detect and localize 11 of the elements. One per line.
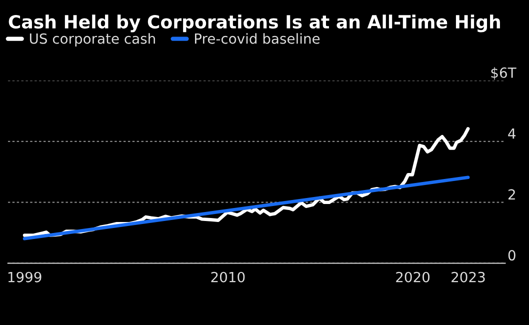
legend-label: US corporate cash [30, 33, 155, 47]
x-tick-label: 2020 [396, 272, 430, 282]
y-tick-label: 2 [508, 189, 515, 200]
x-tick-label: 2023 [452, 272, 485, 282]
y-tick-label: 4 [508, 128, 516, 139]
y-tick-label: 0 [508, 250, 516, 261]
chart-title: Cash Held by Corporations Is at an All-Time High [8, 14, 500, 32]
x-tick-label: 1999 [8, 272, 42, 282]
x-tick-label: 2010 [211, 272, 245, 282]
legend-label: Pre-covid baseline [195, 33, 320, 44]
y-tick-label: $6T [491, 67, 516, 80]
